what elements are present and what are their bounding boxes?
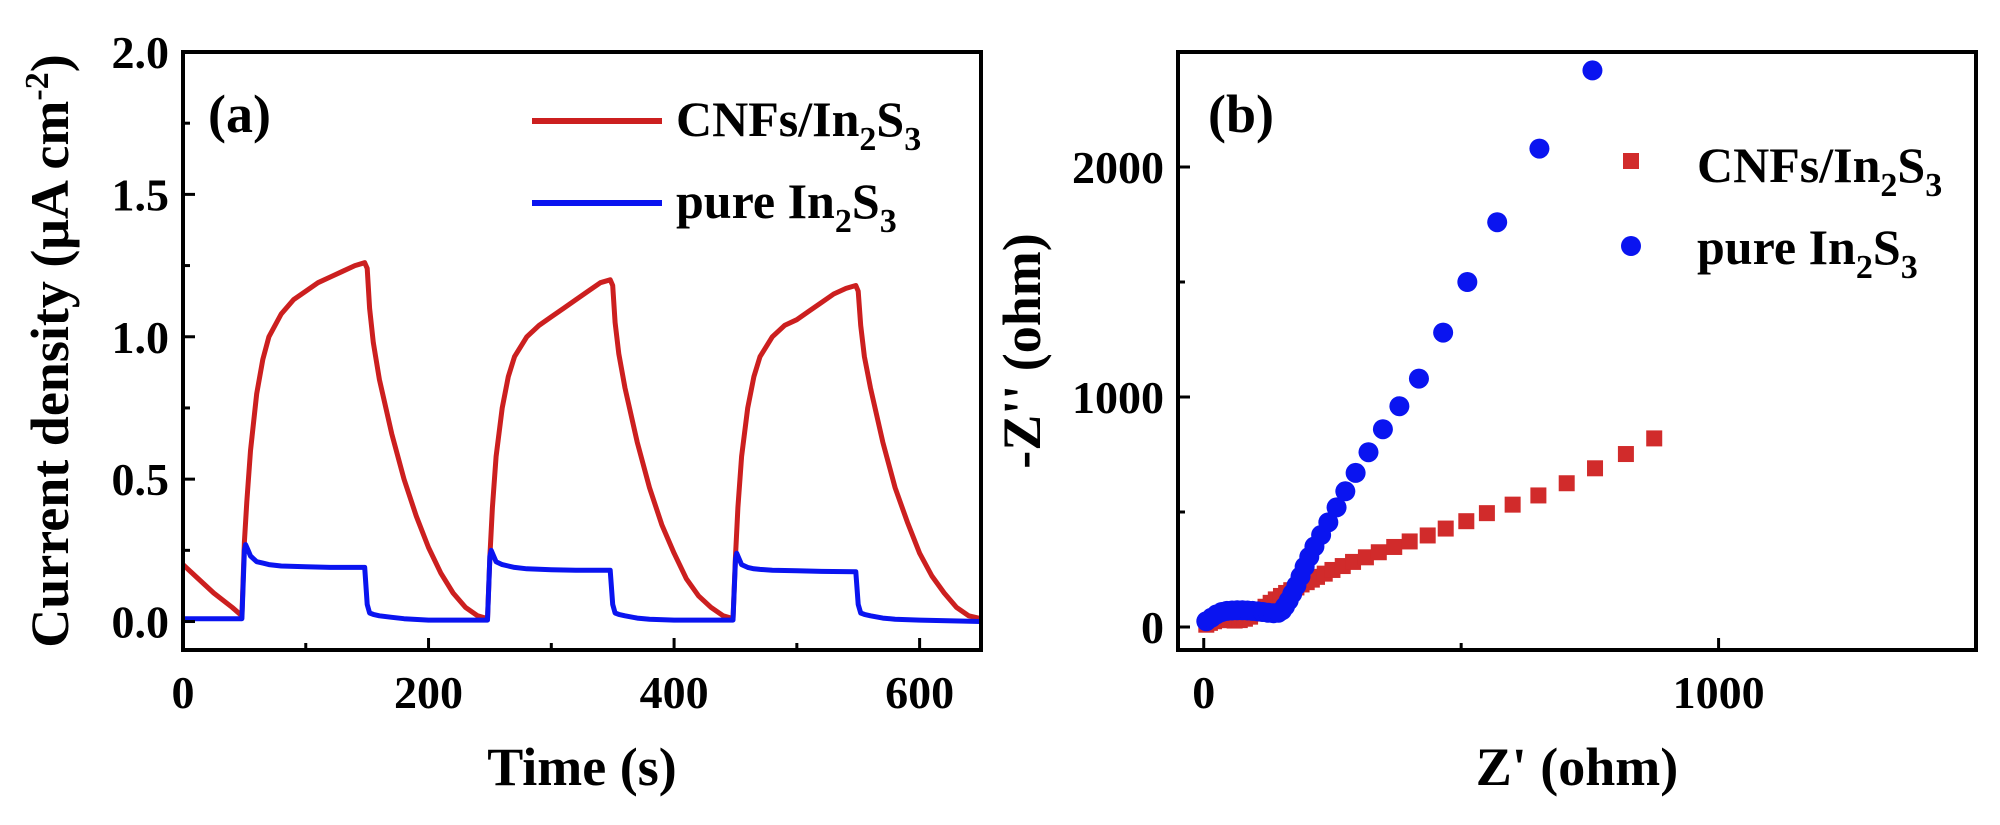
panel-a-legend-pure-mid: S [852,173,880,229]
panel-b-legend-cnfs-sub2: 3 [1925,167,1942,204]
panel-a-x-tick-label: 600 [885,667,954,718]
panel-a-legend-cnfs-mid: S [876,91,904,147]
panel-a-x-tick-label: 400 [640,667,709,718]
panel-b-y-tick-label: 0 [1141,602,1164,653]
panel-b-point-pure-in2s3 [1389,396,1410,417]
panel-a-x-tick-label: 0 [172,667,195,718]
panel-b-point-pure-in2s3 [1345,462,1366,483]
panel-a-series-group [181,260,982,624]
panel-b-y-tick-label: 2000 [1072,142,1164,193]
panel-b-plot-frame [1176,50,1978,652]
panel-b-legend-pure-mid: S [1873,219,1901,275]
panel-a-legend-label-cnfs: CNFs/In2S3 [676,91,921,158]
panel-b-point-pure-in2s3 [1457,272,1478,292]
panel-b-series-group [1196,60,1663,633]
panel-a-y-label-superscript: -2 [19,72,56,100]
panel-a-y-tick-label: 1.5 [112,169,170,220]
panel-b-legend-cnfs-mid: S [1897,137,1925,193]
panel-a-y-tick-label: 0.0 [112,597,170,648]
panel-b-point-cnfs-in2s3 [1478,505,1495,522]
panel-b-point-cnfs-in2s3 [1587,460,1604,477]
panel-a-y-tick-label: 1.0 [112,312,170,363]
panel-b-point-cnfs-in2s3 [1419,527,1436,544]
panel-a-x-axis-label: Time (s) [487,737,676,797]
panel-b-point-cnfs-in2s3 [1530,487,1547,504]
panel-b-x-tick-label: 0 [1192,667,1215,718]
panel-b-legend-cnfs-main: CNFs/In [1697,137,1881,193]
panel-b-point-cnfs-in2s3 [1437,520,1454,537]
panel-b-legend-label-cnfs: CNFs/In2S3 [1697,137,1942,204]
panel-b-point-pure-in2s3 [1433,322,1454,343]
panel-b-ticks: 0 1000 0 1000 2000 [1072,142,1765,718]
panel-b-legend: CNFs/In2S3 pure In2S3 [1621,137,1942,286]
panel-a-ticks: 0 200 400 600 0.0 0.5 1.0 1.5 2.0 [112,27,955,718]
panel-a-legend-pure-sub2: 3 [880,203,897,240]
panel-a-legend-cnfs-sub2: 3 [904,121,921,158]
panel-b-point-pure-in2s3 [1529,138,1550,159]
panel-b-point-cnfs-in2s3 [1617,446,1634,463]
panel-b-point-cnfs-in2s3 [1386,538,1403,555]
panel-b-x-axis-label: Z' (ohm) [1476,737,1679,797]
panel-a-series-line-cnfs-in2s3 [181,260,982,622]
panel-b-x-tick-label: 1000 [1673,667,1765,718]
panel-a-y-label-main: Current density (μA cm [20,101,80,648]
panel-a-plot-frame [181,50,983,652]
panel-b-point-cnfs-in2s3 [1357,549,1374,566]
panel-b-point-cnfs-in2s3 [1558,475,1575,492]
panel-b-point-pure-in2s3 [1582,60,1603,81]
panel-a-legend-label-pure: pure In2S3 [676,173,897,240]
panel-b-point-pure-in2s3 [1372,419,1393,440]
panel-b: 0 1000 0 1000 2000 (b) Z' (ohm) -Z'' (ohm) C… [992,50,1978,797]
panel-a-legend-pure-sub1: 2 [835,203,852,240]
panel-b-point-cnfs-in2s3 [1458,513,1475,530]
panel-b-point-pure-in2s3 [1318,512,1339,533]
panel-b-point-pure-in2s3 [1326,497,1347,518]
panel-a-y-label-end: ) [20,54,80,72]
panel-b-point-cnfs-in2s3 [1504,496,1521,513]
panel-b-point-cnfs-in2s3 [1345,553,1362,570]
panel-b-label: (b) [1208,84,1274,144]
panel-a-y-tick-label: 0.5 [112,454,170,505]
panel-b-legend-cnfs-sub1: 2 [1880,167,1897,204]
panel-a-legend-pure-main: pure In [676,173,835,229]
panel-b-point-cnfs-in2s3 [1646,430,1663,447]
panel-b-legend-marker-cnfs [1623,153,1639,169]
panel-b-point-pure-in2s3 [1335,481,1356,502]
panel-b-point-cnfs-in2s3 [1401,533,1418,550]
panel-a-legend-cnfs-main: CNFs/In [676,91,860,147]
panel-a-y-axis-label: Current density (μA cm-2) [19,54,80,647]
panel-b-point-pure-in2s3 [1408,368,1429,389]
panel-b-legend-pure-sub1: 2 [1856,249,1873,286]
panel-a-y-tick-label: 2.0 [112,27,170,78]
panel-b-legend-pure-main: pure In [1697,219,1856,275]
panel-a-legend: CNFs/In2S3 pure In2S3 [532,91,921,240]
panel-a-x-tick-label: 200 [394,667,463,718]
panel-b-y-tick-label: 1000 [1072,372,1164,423]
panel-b-point-pure-in2s3 [1487,212,1508,233]
panel-a-series-line-pure-in2s3 [183,542,982,624]
panel-b-point-pure-in2s3 [1358,442,1379,463]
panel-b-legend-pure-sub2: 3 [1901,249,1918,286]
panel-b-legend-marker-pure [1621,236,1641,256]
panel-b-y-axis-label: -Z'' (ohm) [992,233,1052,469]
panel-a: 0 200 400 600 0.0 0.5 1.0 1.5 2.0 (a) Time (s) C… [19,27,983,797]
panel-a-label: (a) [208,84,271,144]
panel-a-legend-cnfs-sub1: 2 [859,121,876,158]
panel-b-legend-label-pure: pure In2S3 [1697,219,1918,286]
panel-b-point-cnfs-in2s3 [1370,544,1387,561]
